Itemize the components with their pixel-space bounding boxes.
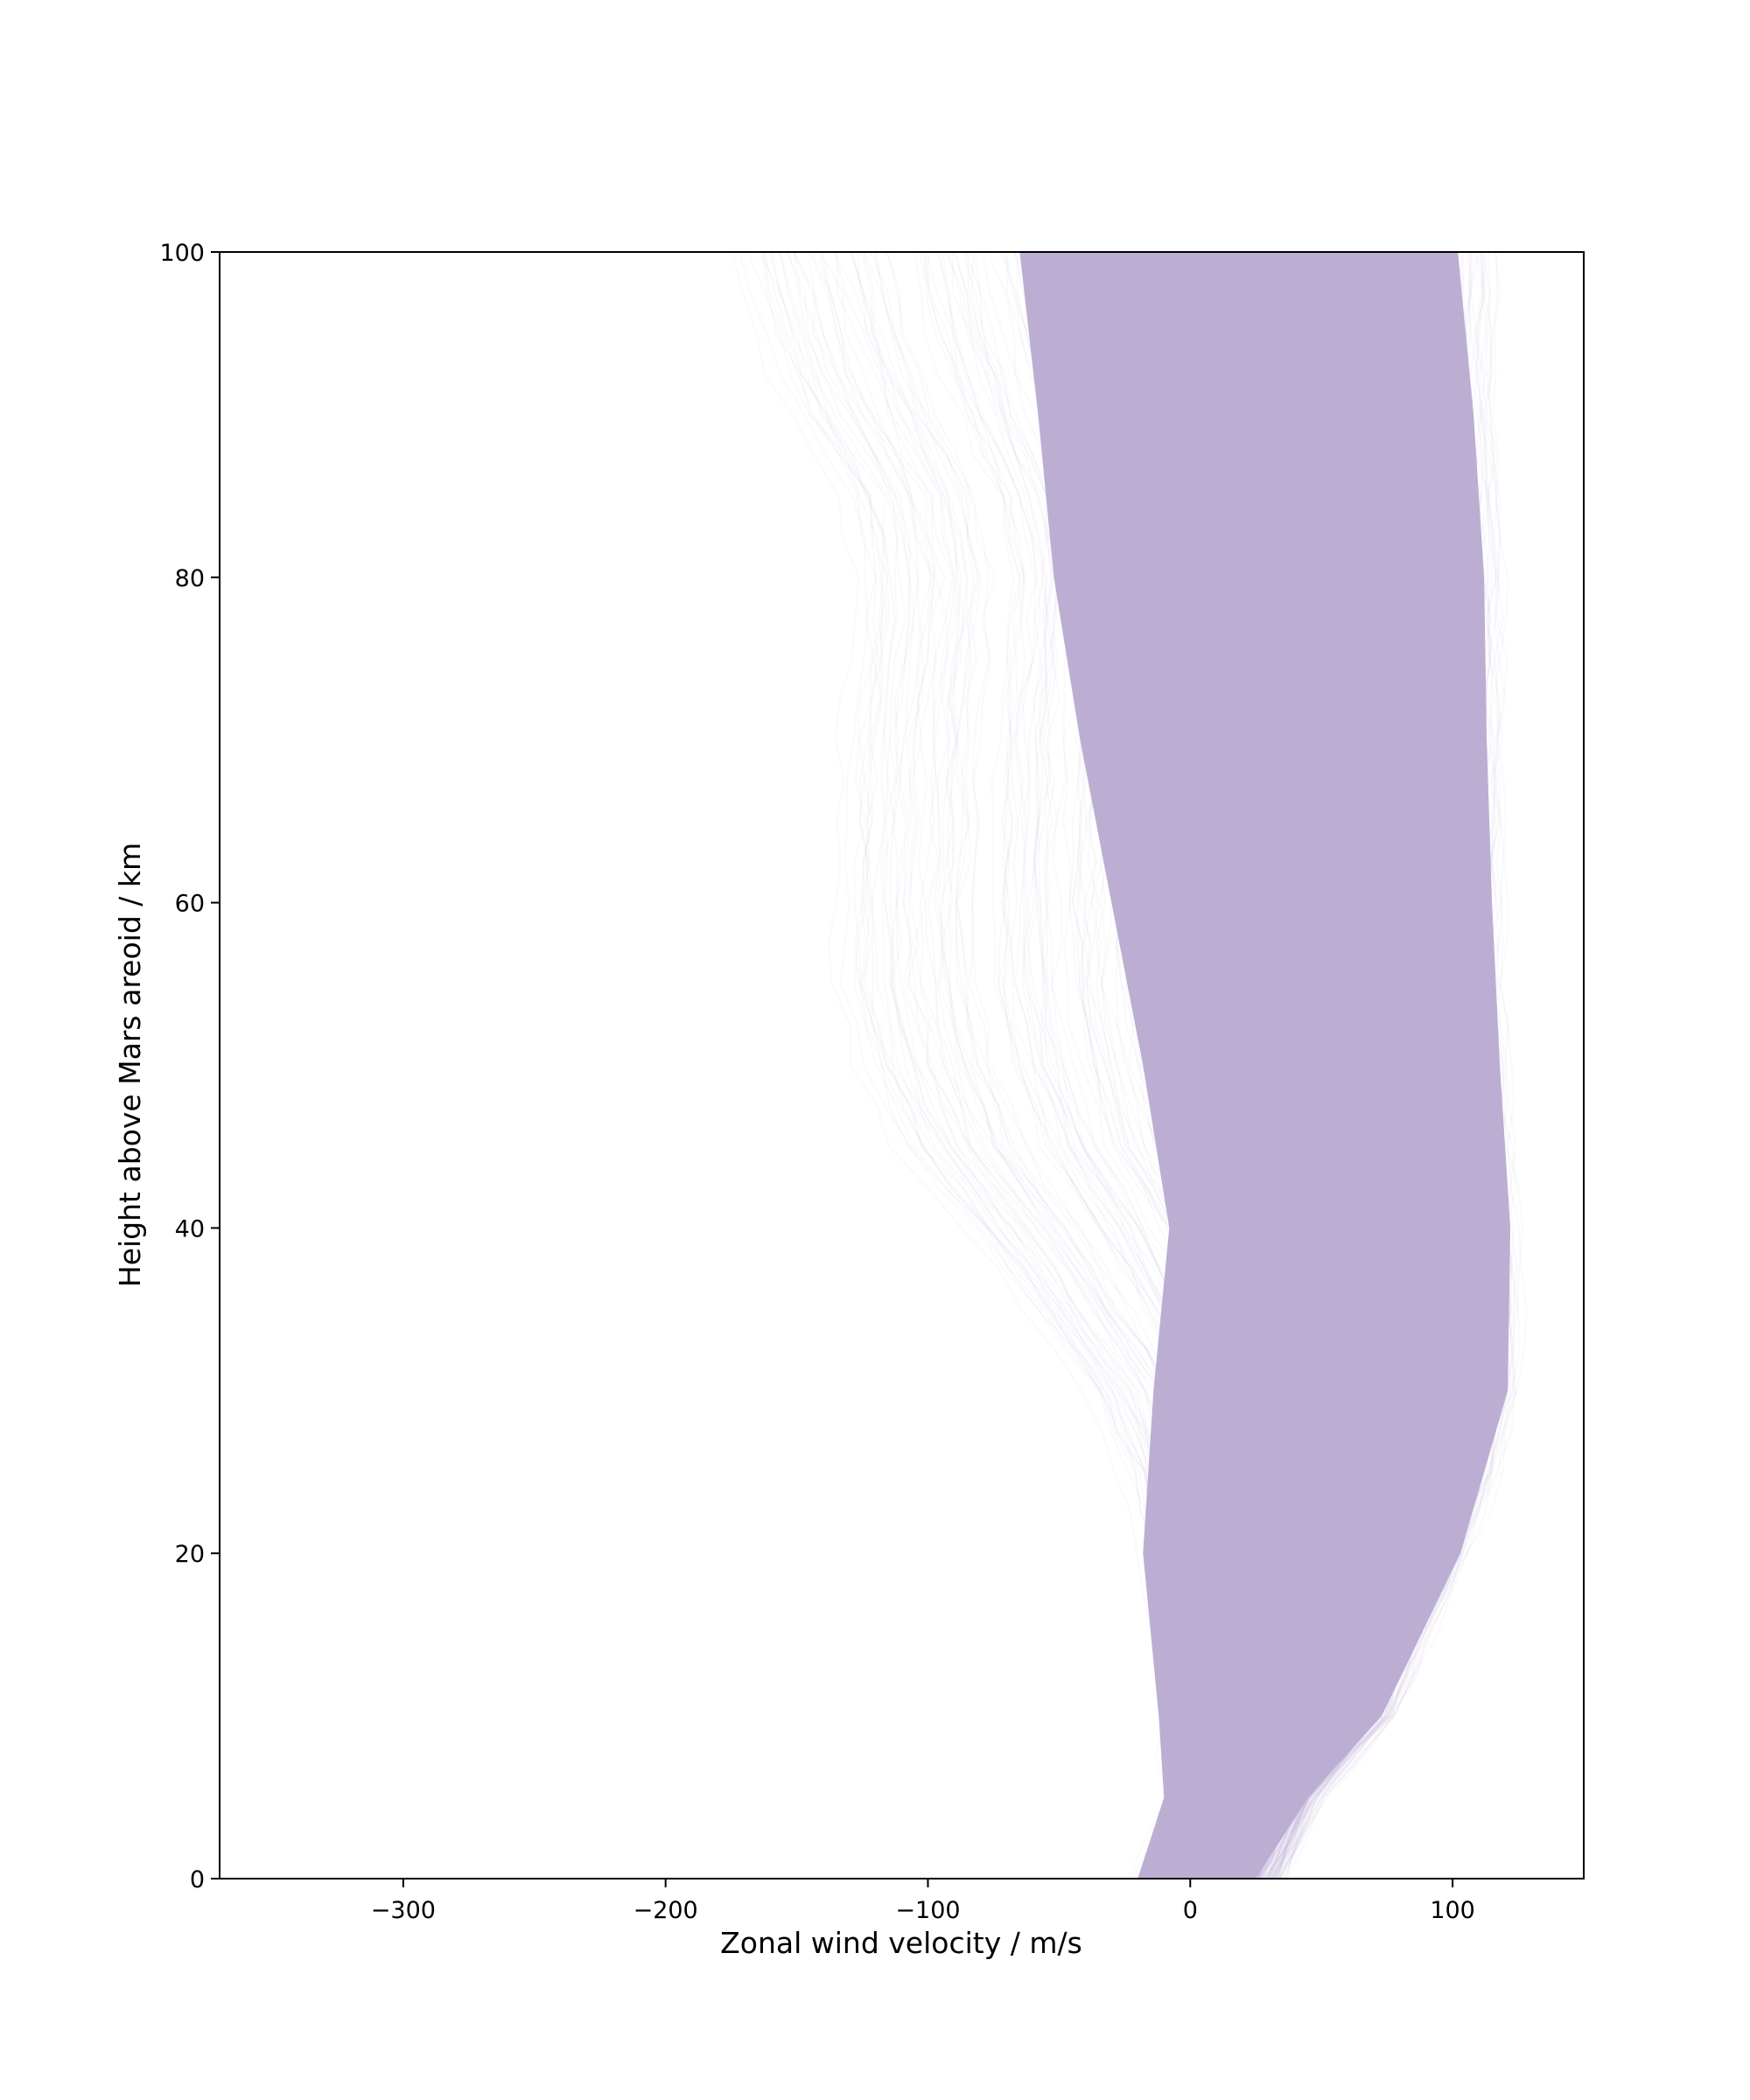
y-tick-label: 20 — [175, 1541, 205, 1568]
profile-line — [1281, 252, 1528, 1879]
dense-profile-core — [1019, 252, 1511, 1879]
x-tick-label: −300 — [371, 1897, 436, 1924]
x-axis-label: Zonal wind velocity / m/s — [720, 1926, 1082, 1960]
profile-line — [1278, 252, 1518, 1879]
y-axis-ticks: 0 20 40 60 80 100 — [159, 240, 220, 1894]
profile-line — [1285, 252, 1515, 1879]
y-tick-label: 80 — [175, 565, 205, 592]
x-tick-label: −200 — [634, 1897, 698, 1924]
y-axis-label: Height above Mars areoid / km — [113, 843, 147, 1287]
y-tick-label: 40 — [175, 1215, 205, 1242]
y-tick-label: 100 — [159, 240, 205, 267]
profile-line — [1279, 252, 1517, 1879]
plot-area — [731, 252, 1528, 1879]
x-tick-label: −100 — [895, 1897, 960, 1924]
profile-line — [731, 252, 1169, 1879]
x-tick-label: 100 — [1430, 1897, 1475, 1924]
plot-frame — [219, 251, 1585, 1880]
profile-line — [1278, 252, 1523, 1879]
x-tick-label: 0 — [1183, 1897, 1198, 1924]
y-tick-label: 60 — [175, 891, 205, 918]
x-axis-ticks: −300 −200 −100 0 100 — [371, 1879, 1475, 1924]
y-tick-label: 0 — [190, 1866, 205, 1894]
profile-line — [1274, 252, 1521, 1879]
